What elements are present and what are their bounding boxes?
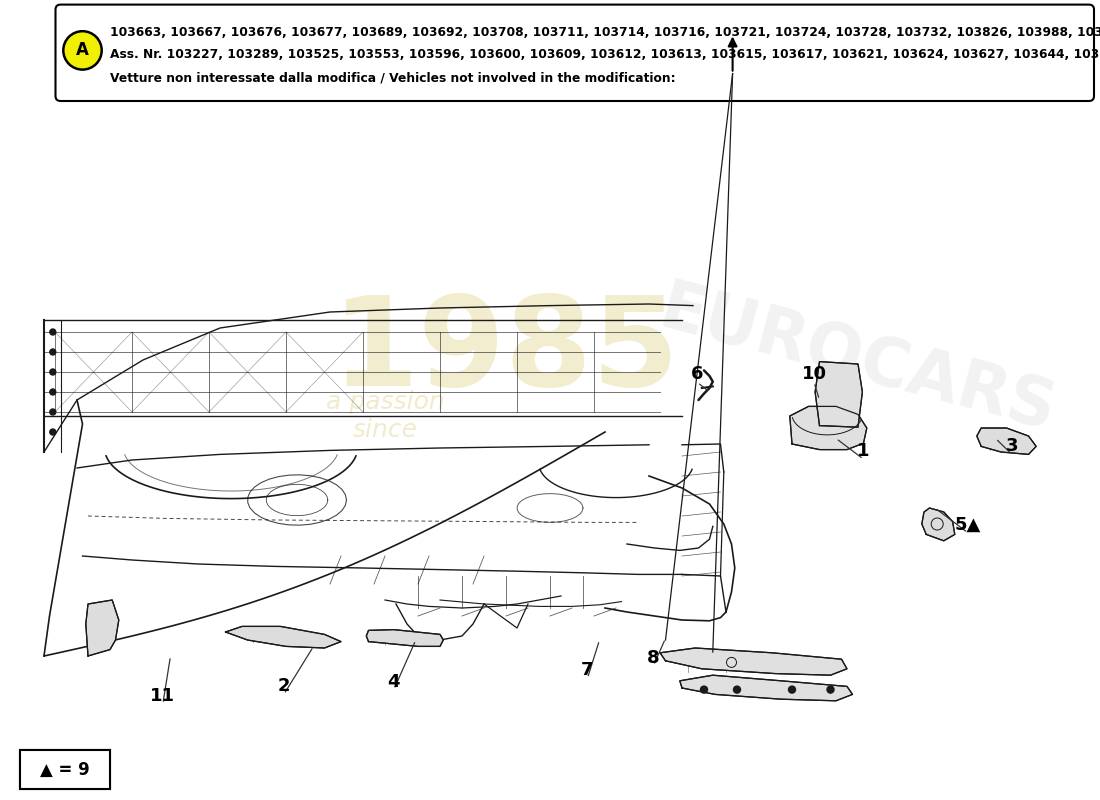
- FancyBboxPatch shape: [20, 750, 110, 789]
- Polygon shape: [977, 428, 1036, 454]
- Text: 1: 1: [857, 442, 870, 460]
- Text: 103663, 103667, 103676, 103677, 103689, 103692, 103708, 103711, 103714, 103716, : 103663, 103667, 103676, 103677, 103689, …: [110, 26, 1100, 38]
- Polygon shape: [815, 362, 862, 427]
- Circle shape: [827, 686, 834, 693]
- Text: a passion
since: a passion since: [326, 390, 444, 442]
- Polygon shape: [790, 406, 867, 450]
- Text: 11: 11: [151, 687, 175, 705]
- Circle shape: [734, 686, 740, 693]
- Text: A: A: [76, 42, 89, 59]
- Text: 2: 2: [277, 678, 290, 695]
- Text: 8: 8: [647, 649, 660, 666]
- Circle shape: [789, 686, 795, 693]
- Polygon shape: [660, 648, 847, 675]
- Text: 7: 7: [581, 662, 594, 679]
- Text: 1985: 1985: [332, 291, 680, 413]
- Text: 5▲: 5▲: [955, 516, 981, 534]
- Polygon shape: [922, 508, 955, 541]
- Circle shape: [64, 31, 101, 70]
- FancyBboxPatch shape: [20, 750, 110, 789]
- FancyBboxPatch shape: [55, 5, 1094, 101]
- Circle shape: [50, 369, 56, 375]
- Circle shape: [50, 389, 56, 395]
- Text: ▲ = 9: ▲ = 9: [40, 761, 90, 778]
- Polygon shape: [86, 600, 119, 656]
- Text: 6: 6: [691, 366, 704, 383]
- Text: Vetture non interessate dalla modifica / Vehicles not involved in the modificati: Vetture non interessate dalla modifica /…: [110, 72, 675, 85]
- Circle shape: [50, 429, 56, 435]
- Polygon shape: [680, 675, 852, 701]
- Text: 3: 3: [1005, 438, 1019, 455]
- Circle shape: [50, 349, 56, 355]
- Circle shape: [50, 329, 56, 335]
- Circle shape: [701, 686, 707, 693]
- Polygon shape: [366, 630, 443, 646]
- Polygon shape: [226, 626, 341, 648]
- Text: Ass. Nr. 103227, 103289, 103525, 103553, 103596, 103600, 103609, 103612, 103613,: Ass. Nr. 103227, 103289, 103525, 103553,…: [110, 48, 1100, 61]
- Text: 10: 10: [802, 366, 826, 383]
- Circle shape: [50, 409, 56, 415]
- Text: 4: 4: [387, 673, 400, 690]
- Text: ▲ = 9: ▲ = 9: [40, 761, 90, 778]
- Text: EUROCARS: EUROCARS: [652, 275, 1064, 445]
